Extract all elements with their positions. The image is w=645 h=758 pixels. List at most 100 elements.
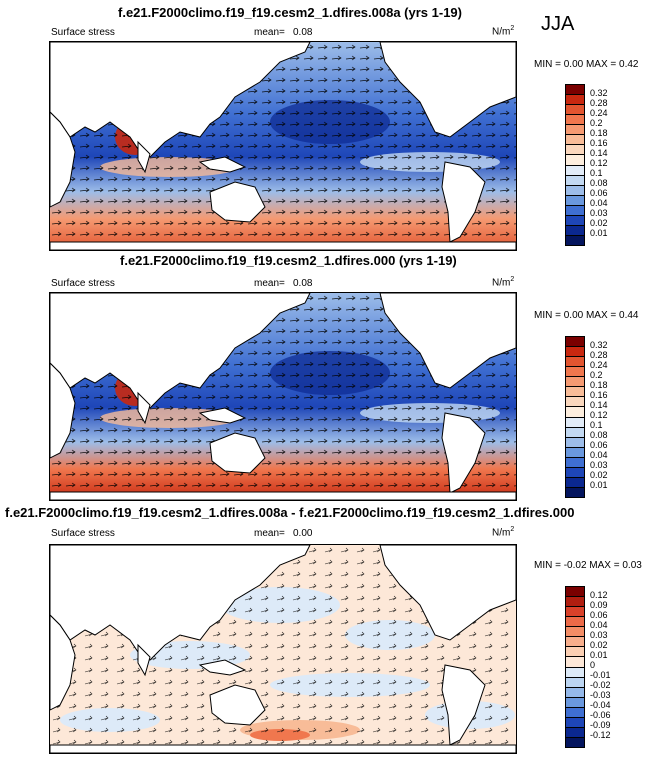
colorbar-tick-label: 0.01	[590, 480, 608, 490]
colorbar-tick-label: 0	[590, 660, 596, 670]
colorbar-tick-label: -0.12	[590, 730, 611, 740]
colorbar-tick-label: 0.04	[590, 450, 608, 460]
panel-1-units: N/m2	[492, 25, 515, 38]
landmass-maritime	[198, 659, 247, 676]
landmass-eurasia	[50, 545, 311, 661]
panel-3-units: N/m2	[492, 526, 515, 539]
landmass-south-america	[441, 412, 486, 494]
landmass-africa	[50, 614, 76, 711]
colorbar-tick-label: 0.14	[590, 400, 608, 410]
panel-3-mean-label: mean=	[254, 528, 285, 539]
colorbar-tick-label: 0.03	[590, 460, 608, 470]
landmass-maritime	[198, 407, 247, 424]
panel-2-units: N/m2	[492, 276, 515, 289]
colorbar-swatch	[566, 125, 584, 136]
colorbar-tick-label: 0.02	[590, 470, 608, 480]
landmass-south-america	[441, 161, 486, 243]
colorbar-tick-label: 0.06	[590, 188, 608, 198]
panel-1-variable: Surface stress	[51, 27, 115, 38]
colorbar-tick-label: -0.01	[590, 670, 611, 680]
colorbar-tick-label: 0.02	[590, 640, 608, 650]
colorbar-swatch	[566, 95, 584, 106]
colorbar-swatch	[566, 357, 584, 368]
landmass-india	[137, 140, 151, 174]
colorbar-swatch	[566, 637, 584, 648]
colorbar-tick-label: -0.06	[590, 710, 611, 720]
landmass-australia	[209, 432, 266, 474]
landmass-africa	[50, 362, 76, 459]
colorbar-tick-label: 0.03	[590, 630, 608, 640]
colorbar-swatch	[566, 737, 584, 747]
panel-3-title: f.e21.F2000climo.f19_f19.cesm2_1.dfires.…	[5, 505, 575, 520]
colorbar-tick-label: 0.32	[590, 88, 608, 98]
colorbar-tick-label: 0.24	[590, 360, 608, 370]
panel-2-map	[49, 292, 517, 501]
colorbar-tick-label: 0.08	[590, 178, 608, 188]
colorbar-tick-label: 0.09	[590, 600, 608, 610]
colorbar-tick-label: 0.06	[590, 610, 608, 620]
colorbar-tick-label: 0.02	[590, 218, 608, 228]
colorbar-tick-label: 0.04	[590, 198, 608, 208]
landmass-eurasia	[50, 42, 311, 158]
colorbar-swatch	[566, 367, 584, 378]
colorbar-swatch	[566, 667, 584, 678]
colorbar-tick-label: 0.1	[590, 420, 603, 430]
colorbar-swatch	[566, 647, 584, 658]
colorbar-swatch	[566, 657, 584, 668]
colorbar-swatch	[566, 397, 584, 408]
landmass-antarctica	[50, 241, 516, 250]
colorbar-tick-label: 0.32	[590, 340, 608, 350]
colorbar-swatch	[566, 205, 584, 216]
colorbar-swatch	[566, 155, 584, 166]
colorbar-swatch	[566, 677, 584, 688]
colorbar-tick-label: 0.06	[590, 440, 608, 450]
colorbar-swatch	[566, 447, 584, 458]
landmass-australia	[209, 684, 266, 726]
colorbar-swatch	[566, 487, 584, 497]
colorbar-tick-label: 0.12	[590, 410, 608, 420]
panel-2-title: f.e21.F2000climo.f19_f19.cesm2_1.dfires.…	[120, 253, 457, 268]
landmass-india	[137, 643, 151, 677]
colorbar-swatch	[566, 195, 584, 206]
colorbar-swatch	[566, 175, 584, 186]
colorbar-tick-label: 0.24	[590, 108, 608, 118]
colorbar-tick-label: 0.14	[590, 148, 608, 158]
colorbar-swatch	[566, 607, 584, 618]
colorbar-swatch	[566, 407, 584, 418]
colorbar-tick-label: 0.28	[590, 98, 608, 108]
colorbar-swatch	[566, 115, 584, 126]
panel-2-mean-label: mean=	[254, 278, 285, 289]
panel-3-mean-value: 0.00	[293, 528, 313, 539]
colorbar-swatch	[566, 185, 584, 196]
colorbar-swatch	[566, 687, 584, 698]
colorbar-swatch	[566, 727, 584, 738]
colorbar-swatch	[566, 597, 584, 608]
colorbar-tick-label: 0.28	[590, 350, 608, 360]
colorbar-swatch	[566, 215, 584, 226]
panel-3-minmax: MIN = -0.02 MAX = 0.03	[534, 560, 642, 571]
landmass-australia	[209, 181, 266, 223]
colorbar-tick-label: 0.03	[590, 208, 608, 218]
colorbar-swatch	[566, 467, 584, 478]
colorbar-swatch	[566, 337, 584, 348]
landmass-india	[137, 391, 151, 425]
colorbar-tick-label: 0.16	[590, 138, 608, 148]
colorbar-tick-label: 0.04	[590, 620, 608, 630]
colorbar-tick-label: 0.01	[590, 228, 608, 238]
colorbar-swatch	[566, 617, 584, 628]
panel-1-mean-value: 0.08	[293, 27, 313, 38]
colorbar-swatch	[566, 457, 584, 468]
panel-1-map	[49, 41, 517, 251]
panel-2-colorbar	[565, 336, 585, 498]
landmass-south-america	[441, 664, 486, 746]
colorbar-swatch	[566, 235, 584, 245]
colorbar-swatch	[566, 717, 584, 728]
colorbar-tick-label: 0.18	[590, 128, 608, 138]
colorbar-swatch	[566, 377, 584, 388]
panel-1-minmax: MIN = 0.00 MAX = 0.42	[534, 59, 639, 70]
colorbar-swatch	[566, 587, 584, 598]
colorbar-tick-label: -0.02	[590, 680, 611, 690]
colorbar-swatch	[566, 387, 584, 398]
colorbar-tick-label: -0.04	[590, 700, 611, 710]
panel-1-mean-label: mean=	[254, 27, 285, 38]
